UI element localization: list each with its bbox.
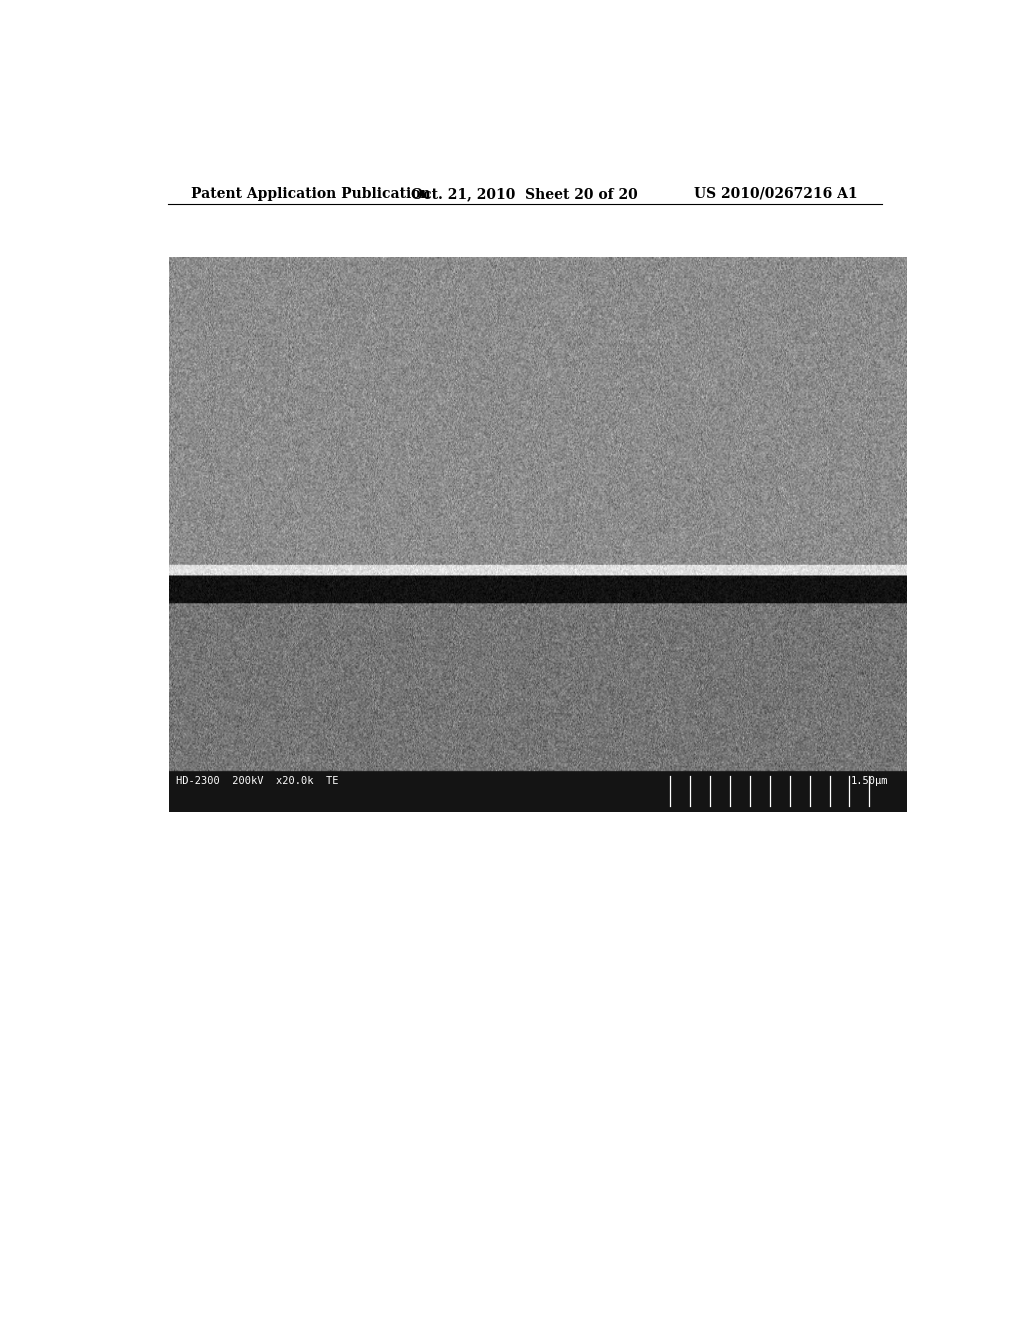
- Text: {: {: [475, 315, 486, 334]
- Text: 1.50μm: 1.50μm: [850, 776, 888, 787]
- Text: 104: 104: [341, 308, 368, 321]
- Text: Patent Application Publication: Patent Application Publication: [191, 187, 431, 201]
- Text: HD-2300  200kV  x20.0k  TE: HD-2300 200kV x20.0k TE: [176, 776, 339, 787]
- Text: 103: 103: [381, 308, 408, 321]
- Text: Oct. 21, 2010  Sheet 20 of 20: Oct. 21, 2010 Sheet 20 of 20: [412, 187, 638, 201]
- Text: FIG. 20: FIG. 20: [259, 358, 381, 387]
- Text: 101─: 101─: [218, 568, 253, 582]
- Text: 106b: 106b: [489, 319, 524, 333]
- Text: 106a: 106a: [489, 302, 524, 315]
- Text: US 2010/0267216 A1: US 2010/0267216 A1: [694, 187, 858, 201]
